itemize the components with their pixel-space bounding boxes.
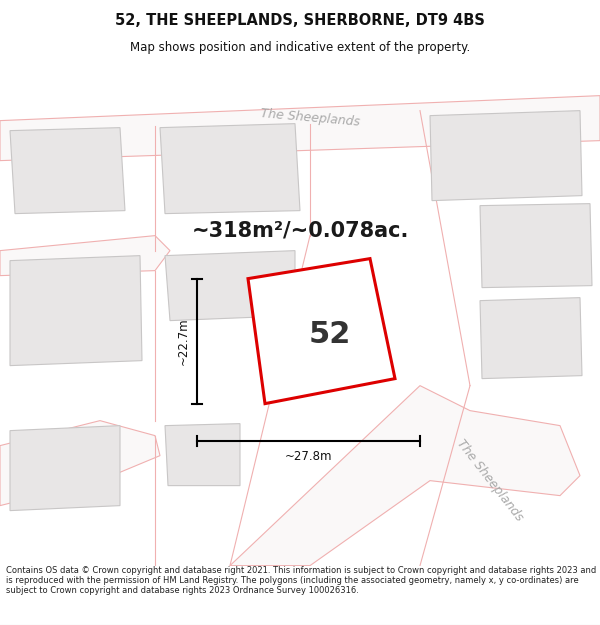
Polygon shape (0, 236, 170, 276)
Text: ~27.8m: ~27.8m (285, 450, 332, 463)
Polygon shape (165, 251, 295, 321)
Text: The Sheeplands: The Sheeplands (260, 107, 360, 129)
Polygon shape (248, 259, 395, 404)
Text: The Sheeplands: The Sheeplands (454, 438, 526, 524)
Polygon shape (480, 298, 582, 379)
Polygon shape (10, 426, 120, 511)
Text: 52: 52 (308, 321, 350, 349)
Polygon shape (430, 111, 582, 201)
Polygon shape (230, 386, 580, 566)
Polygon shape (0, 96, 600, 161)
Text: Map shows position and indicative extent of the property.: Map shows position and indicative extent… (130, 41, 470, 54)
Polygon shape (10, 256, 142, 366)
Text: 52, THE SHEEPLANDS, SHERBORNE, DT9 4BS: 52, THE SHEEPLANDS, SHERBORNE, DT9 4BS (115, 13, 485, 28)
Text: ~22.7m: ~22.7m (176, 318, 190, 365)
Polygon shape (10, 127, 125, 214)
Polygon shape (165, 424, 240, 486)
Text: Contains OS data © Crown copyright and database right 2021. This information is : Contains OS data © Crown copyright and d… (6, 566, 596, 596)
Polygon shape (480, 204, 592, 288)
Polygon shape (0, 421, 160, 506)
Text: ~318m²/~0.078ac.: ~318m²/~0.078ac. (191, 221, 409, 241)
Polygon shape (160, 124, 300, 214)
